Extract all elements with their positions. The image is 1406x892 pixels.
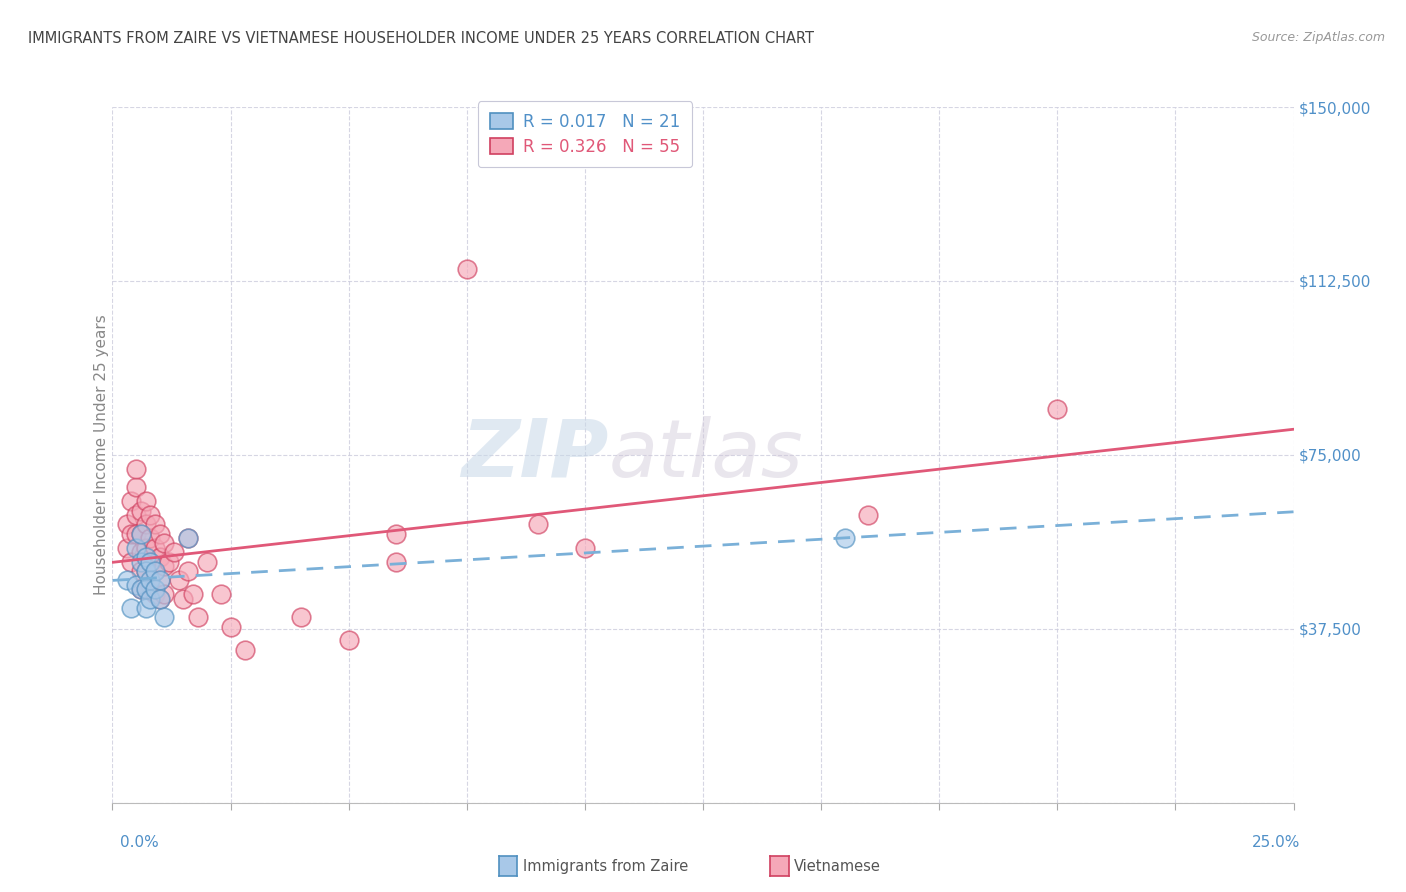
Text: Source: ZipAtlas.com: Source: ZipAtlas.com [1251,31,1385,45]
Point [139,591,162,606]
Point [129,555,152,569]
Point [139,508,162,523]
Point [129,582,152,597]
Point [129,503,152,517]
Text: 25.0%: 25.0% [1253,836,1301,850]
Point [120,555,142,569]
Point [149,573,172,587]
Point [290,610,312,624]
Point [149,573,172,587]
Point [120,601,142,615]
Point [172,591,194,606]
Point [385,555,408,569]
Point [149,526,172,541]
Text: ZIP: ZIP [461,416,609,494]
Point [143,582,166,597]
Point [129,526,152,541]
Point [149,591,172,606]
Point [195,555,218,569]
Point [135,549,157,564]
Point [186,610,208,624]
Point [456,262,478,277]
Point [125,508,148,523]
Point [219,619,242,633]
Point [149,591,172,606]
Point [125,541,148,555]
Point [574,541,596,555]
Point [135,517,157,532]
Point [129,582,152,597]
Y-axis label: Householder Income Under 25 years: Householder Income Under 25 years [94,315,108,595]
Point [135,601,157,615]
Point [526,517,548,532]
Point [129,564,152,578]
Point [135,564,157,578]
Text: IMMIGRANTS FROM ZAIRE VS VIETNAMESE HOUSEHOLDER INCOME UNDER 25 YEARS CORRELATIO: IMMIGRANTS FROM ZAIRE VS VIETNAMESE HOUS… [28,31,814,46]
Point [337,633,360,648]
Text: Immigrants from Zaire: Immigrants from Zaire [523,859,689,873]
Point [139,532,162,546]
Point [125,578,148,592]
Text: atlas: atlas [609,416,803,494]
Point [233,642,256,657]
Point [120,526,142,541]
Point [135,582,157,597]
Point [115,573,138,587]
Point [153,610,176,624]
Point [139,578,162,592]
Point [167,573,190,587]
Point [143,517,166,532]
Point [115,541,138,555]
Point [153,536,176,550]
Point [135,582,157,597]
Point [153,587,176,601]
Point [143,541,166,555]
Point [209,587,232,601]
Text: 0.0%: 0.0% [120,836,159,850]
Point [177,532,200,546]
Point [125,480,148,494]
Point [143,564,166,578]
Point [135,564,157,578]
Point [135,541,157,555]
Point [129,545,152,559]
Point [177,532,200,546]
Point [1046,401,1069,416]
Point [834,532,856,546]
Point [157,555,180,569]
Point [139,573,162,587]
Point [139,555,162,569]
Point [125,526,148,541]
Point [858,508,880,523]
Point [115,517,138,532]
Point [139,555,162,569]
Point [120,494,142,508]
Point [385,526,408,541]
Text: Vietnamese: Vietnamese [794,859,882,873]
Point [163,545,186,559]
Point [153,559,176,574]
Legend: R = 0.017   N = 21, R = 0.326   N = 55: R = 0.017 N = 21, R = 0.326 N = 55 [478,102,692,168]
Point [143,587,166,601]
Point [129,526,152,541]
Point [177,564,200,578]
Point [143,564,166,578]
Point [181,587,204,601]
Point [135,494,157,508]
Point [149,549,172,564]
Point [125,462,148,476]
